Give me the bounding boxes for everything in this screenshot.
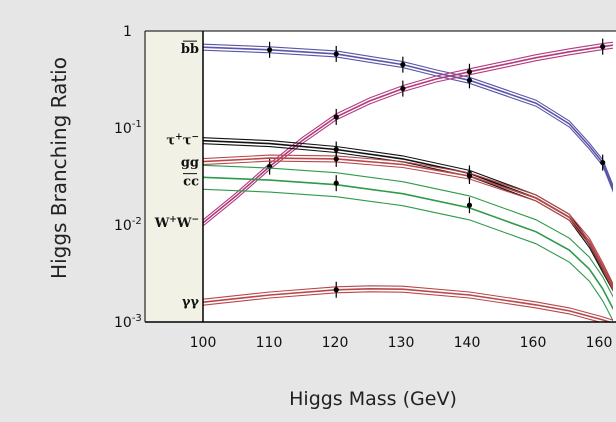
- series-line: [203, 188, 613, 322]
- data-point: [400, 85, 406, 92]
- data-point: [333, 287, 339, 293]
- series-4: [203, 164, 613, 322]
- data-point: [333, 180, 339, 186]
- y-tick-label: 10-1: [114, 119, 142, 137]
- data-point: [267, 47, 273, 53]
- plot-area: [203, 31, 616, 322]
- y-tick-label: 10-3: [114, 313, 142, 331]
- data-point: [400, 62, 406, 68]
- x-tick-label: 110: [256, 335, 283, 351]
- series-3: [203, 150, 613, 291]
- series-line: [203, 160, 613, 291]
- series-line: [203, 285, 613, 321]
- y-tick-labels: 10-3 10-2 10-1 1: [114, 24, 142, 331]
- series-line: [203, 291, 602, 322]
- data-point: [466, 173, 473, 179]
- data-point: [333, 114, 339, 120]
- x-tick-label: 120: [322, 335, 349, 351]
- series-line: [203, 164, 613, 298]
- data-point: [333, 51, 339, 57]
- x-axis-label: Higgs Mass (GeV): [289, 388, 457, 410]
- series-line: [203, 154, 613, 285]
- series-layer: [203, 38, 613, 322]
- channel-labels: bb τ+τ− gg cc W+W− γγ: [154, 40, 200, 310]
- series-line: [203, 143, 613, 292]
- y-tick-label: 1: [123, 24, 132, 40]
- series-line: [203, 157, 613, 289]
- y-axis-label: Higgs Branching Ratio: [47, 57, 71, 279]
- data-point: [600, 159, 606, 166]
- x-tick-label: 100: [190, 335, 217, 351]
- data-point: [466, 77, 473, 83]
- x-tick-label: 160: [520, 335, 547, 351]
- series-5: [203, 281, 613, 322]
- channel-label: W+W−: [154, 215, 199, 231]
- data-point: [600, 44, 606, 50]
- x-tick-label: 140: [454, 335, 481, 351]
- y-tick-label: 10-2: [114, 216, 142, 234]
- data-point: [333, 146, 339, 153]
- channel-label: gg: [181, 156, 199, 171]
- data-point: [466, 69, 473, 75]
- x-tick-labels: 100 110 120 130 140 160 160: [190, 335, 613, 351]
- channel-label: τ+τ−: [166, 133, 199, 149]
- data-point: [466, 202, 473, 208]
- data-point: [333, 156, 339, 162]
- channel-label: bb: [181, 42, 199, 57]
- channel-label: γγ: [182, 295, 200, 310]
- label-panel: [145, 31, 203, 322]
- series-line: [203, 287, 612, 322]
- x-tick-label: 160: [586, 335, 613, 351]
- series-line: [203, 176, 613, 311]
- x-tick-label: 130: [388, 335, 415, 351]
- series-0: [203, 41, 613, 193]
- channel-label: cc: [183, 175, 199, 190]
